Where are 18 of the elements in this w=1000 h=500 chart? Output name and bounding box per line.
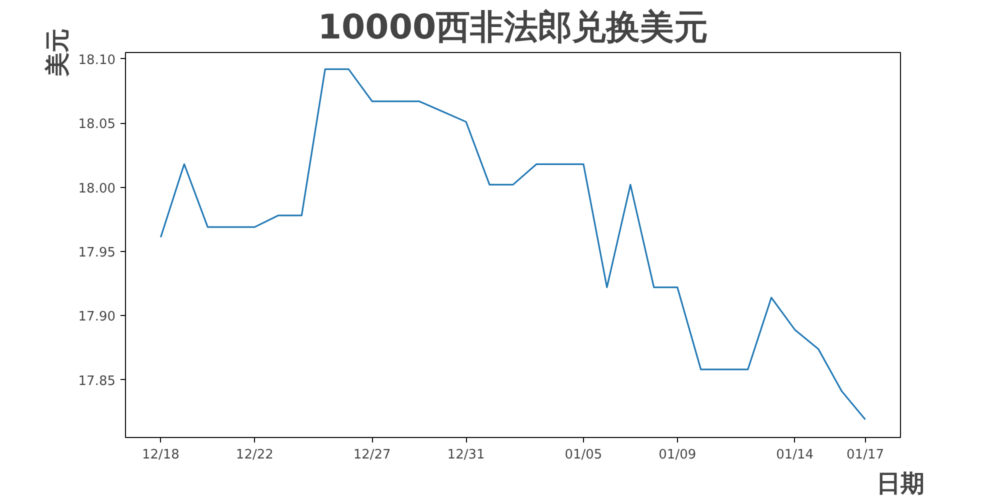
x-tick-label: 12/31 bbox=[447, 448, 485, 462]
y-tick-label: 17.95 bbox=[78, 245, 116, 260]
x-tick-label: 01/14 bbox=[776, 448, 814, 462]
y-tick-label: 17.90 bbox=[78, 310, 116, 325]
y-axis-title: 美元 bbox=[43, 28, 72, 78]
y-tick-label: 18.05 bbox=[78, 117, 116, 132]
x-tick-label: 01/05 bbox=[564, 448, 602, 462]
y-tick-label: 17.85 bbox=[78, 374, 116, 389]
line-series bbox=[160, 68, 866, 420]
x-tick-label: 01/09 bbox=[658, 448, 696, 462]
y-tick-label: 18.10 bbox=[78, 52, 116, 68]
x-tick-label: 12/27 bbox=[353, 448, 391, 462]
chart-title: 10000西非法郎兑换美元 bbox=[318, 8, 708, 48]
x-axis-title: 日期 bbox=[876, 470, 924, 498]
y-tick-label: 18.00 bbox=[78, 181, 116, 196]
x-tick-label: 01/17 bbox=[846, 448, 884, 462]
x-tick-label: 12/18 bbox=[142, 448, 180, 462]
x-tick-label: 12/22 bbox=[236, 448, 274, 462]
